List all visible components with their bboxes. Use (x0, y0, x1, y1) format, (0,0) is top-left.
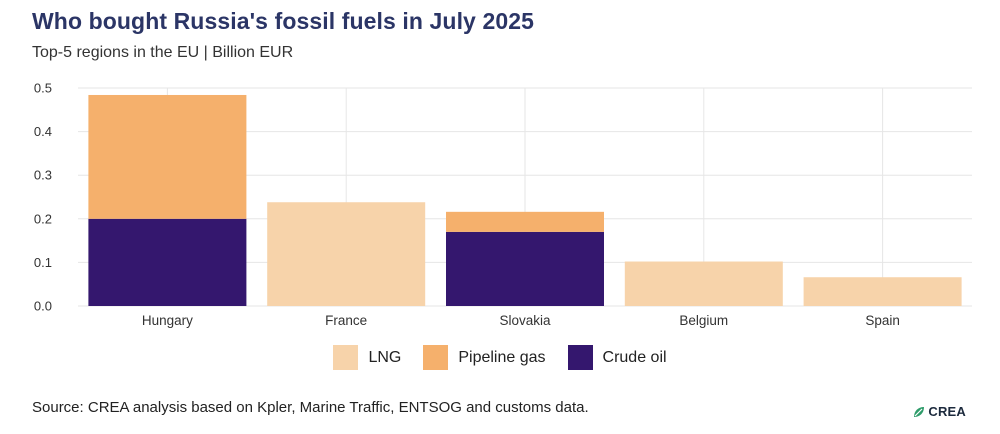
chart-subtitle: Top-5 regions in the EU | Billion EUR (32, 44, 294, 61)
chart-legend: LNG Pipeline gas Crude oil (0, 345, 1000, 370)
crea-logo: CREA (913, 404, 966, 419)
legend-label: LNG (368, 348, 402, 366)
legend-label: Crude oil (602, 348, 667, 366)
legend-swatch (567, 345, 593, 370)
legend-item-crude-oil: Crude oil (567, 345, 667, 370)
chart-title: Who bought Russia's fossil fuels in July… (32, 8, 535, 34)
source-note: Source: CREA analysis based on Kpler, Ma… (32, 399, 589, 416)
legend-swatch (423, 345, 449, 370)
x-tick-label: Spain (865, 313, 900, 328)
y-tick-label: 0.0 (34, 299, 52, 314)
bar-chart: 0.0 0.1 0.2 0.3 0.4 0.5 Hungary France Slovakia B… (34, 81, 972, 328)
y-tick-label: 0.2 (34, 211, 52, 226)
crea-leaf-icon (914, 406, 925, 417)
bar-lng-belgium (624, 261, 783, 306)
x-tick-label: Hungary (142, 313, 193, 328)
legend-label: Pipeline gas (458, 348, 546, 366)
y-tick-label: 0.4 (34, 124, 52, 139)
bar-lng-spain (803, 277, 962, 306)
logo-text: CREA (928, 404, 966, 419)
y-tick-label: 0.3 (34, 168, 52, 183)
x-tick-label: Belgium (679, 313, 728, 328)
bar-crude-oil-hungary (88, 218, 247, 306)
x-tick-label: France (325, 313, 367, 328)
bar-crude-oil-slovakia (446, 231, 604, 306)
y-tick-label: 0.5 (34, 81, 52, 96)
bar-lng-france (267, 202, 426, 306)
bar-pipeline-gas-slovakia (446, 211, 604, 232)
legend-swatch (333, 345, 359, 370)
legend-item-lng: LNG (333, 345, 401, 370)
x-tick-label: Slovakia (499, 313, 551, 328)
bar-pipeline-gas-hungary (88, 94, 247, 219)
y-tick-label: 0.1 (34, 255, 52, 270)
legend-item-pipeline-gas: Pipeline gas (423, 345, 546, 370)
